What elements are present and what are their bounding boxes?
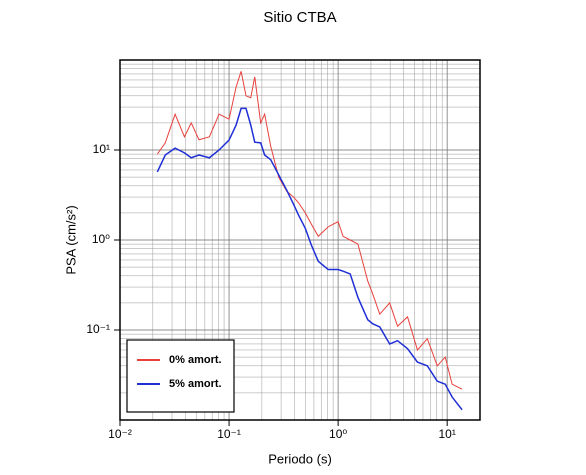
x-tick-label: 10¹ [438,427,455,441]
x-tick-label: 10⁻² [108,427,132,441]
series-line [156,107,463,411]
y-tick-label: 10⁻¹ [86,322,110,336]
x-tick-label: 10⁰ [329,427,347,441]
y-tick-label: 10⁰ [92,232,110,246]
y-axis-label: PSA (cm/s²) [63,205,78,274]
legend-label: 0% amort. [169,354,222,366]
legend-label: 5% amort. [169,378,222,390]
series-line [156,71,463,390]
chart-title: Sitio CTBA [263,9,336,26]
x-tick-label: 10⁻¹ [217,427,241,441]
plot-frame [119,59,481,421]
x-axis-label: Periodo (s) [268,451,332,466]
legend-box [126,339,235,413]
y-tick-label: 10¹ [93,142,110,156]
